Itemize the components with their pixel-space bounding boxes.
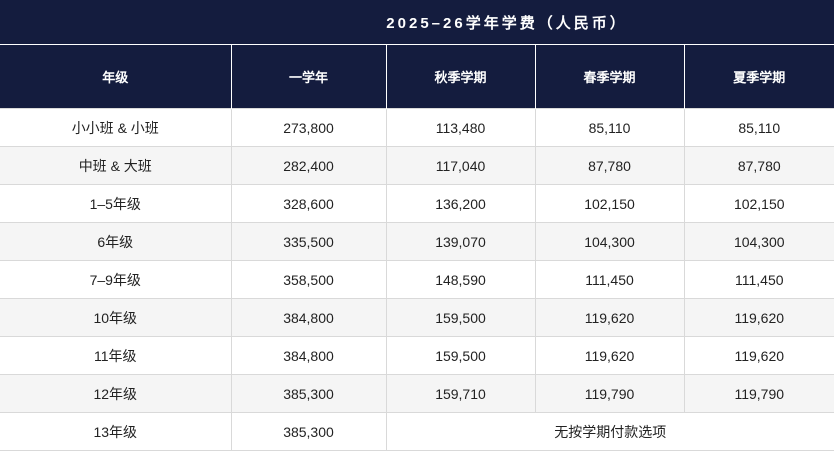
- column-header-summer: 夏季学期: [683, 44, 834, 109]
- cell-summer: 104,300: [683, 222, 834, 261]
- cell-summer: 119,620: [683, 336, 834, 375]
- cell-grade: 6年级: [0, 222, 232, 261]
- cell-grade: 13年级: [0, 412, 232, 451]
- cell-summer: 102,150: [683, 184, 834, 223]
- cell-grade: 小小班 & 小班: [0, 108, 232, 147]
- cell-fall: 159,500: [385, 298, 536, 337]
- cell-year: 384,800: [230, 336, 387, 375]
- cell-year: 385,300: [230, 412, 387, 451]
- cell-fall: 136,200: [385, 184, 536, 223]
- table-body: 小小班 & 小班 273,800 113,480 85,110 85,110 中…: [0, 108, 834, 451]
- cell-grade: 11年级: [0, 336, 232, 375]
- cell-spring: 87,780: [534, 146, 685, 185]
- table-row: 中班 & 大班 282,400 117,040 87,780 87,780: [0, 146, 834, 185]
- cell-spring: 119,620: [534, 298, 685, 337]
- cell-year: 335,500: [230, 222, 387, 261]
- cell-fall: 159,500: [385, 336, 536, 375]
- cell-grade: 1–5年级: [0, 184, 232, 223]
- column-header-fall: 秋季学期: [385, 44, 535, 109]
- cell-grade: 10年级: [0, 298, 232, 337]
- table-title: 2025–26学年学费（人民币）: [0, 0, 834, 45]
- table-row: 1–5年级 328,600 136,200 102,150 102,150: [0, 184, 834, 223]
- cell-summer: 119,790: [683, 374, 834, 413]
- table-header: 2025–26学年学费（人民币） 年级 一学年 秋季学期 春季学期 夏季学期: [0, 0, 834, 109]
- cell-grade: 12年级: [0, 374, 232, 413]
- cell-spring: 102,150: [534, 184, 685, 223]
- cell-fall: 113,480: [385, 108, 536, 147]
- cell-year: 358,500: [230, 260, 387, 299]
- cell-fall: 159,710: [385, 374, 536, 413]
- cell-spring: 119,620: [534, 336, 685, 375]
- cell-fall: 148,590: [385, 260, 536, 299]
- column-header-row: 年级 一学年 秋季学期 春季学期 夏季学期: [0, 44, 834, 109]
- cell-spring: 85,110: [534, 108, 685, 147]
- column-header-year: 一学年: [230, 44, 386, 109]
- cell-grade: 中班 & 大班: [0, 146, 232, 185]
- cell-year: 273,800: [230, 108, 387, 147]
- table-row: 小小班 & 小班 273,800 113,480 85,110 85,110: [0, 108, 834, 147]
- cell-summer: 119,620: [683, 298, 834, 337]
- cell-year: 282,400: [230, 146, 387, 185]
- column-header-spring: 春季学期: [534, 44, 684, 109]
- title-row: 2025–26学年学费（人民币）: [0, 0, 834, 45]
- table-row: 13年级 385,300 无按学期付款选项: [0, 412, 834, 451]
- cell-fall: 117,040: [385, 146, 536, 185]
- cell-spring: 104,300: [534, 222, 685, 261]
- table-row: 10年级 384,800 159,500 119,620 119,620: [0, 298, 834, 337]
- cell-spring: 119,790: [534, 374, 685, 413]
- cell-year: 328,600: [230, 184, 387, 223]
- cell-no-term-payment-note: 无按学期付款选项: [385, 412, 834, 451]
- cell-grade: 7–9年级: [0, 260, 232, 299]
- cell-summer: 85,110: [683, 108, 834, 147]
- table-row: 12年级 385,300 159,710 119,790 119,790: [0, 374, 834, 413]
- cell-summer: 87,780: [683, 146, 834, 185]
- cell-year: 385,300: [230, 374, 387, 413]
- cell-fall: 139,070: [385, 222, 536, 261]
- cell-spring: 111,450: [534, 260, 685, 299]
- table-row: 11年级 384,800 159,500 119,620 119,620: [0, 336, 834, 375]
- cell-year: 384,800: [230, 298, 387, 337]
- table-row: 7–9年级 358,500 148,590 111,450 111,450: [0, 260, 834, 299]
- table-row: 6年级 335,500 139,070 104,300 104,300: [0, 222, 834, 261]
- column-header-grade: 年级: [0, 44, 231, 109]
- cell-summer: 111,450: [683, 260, 834, 299]
